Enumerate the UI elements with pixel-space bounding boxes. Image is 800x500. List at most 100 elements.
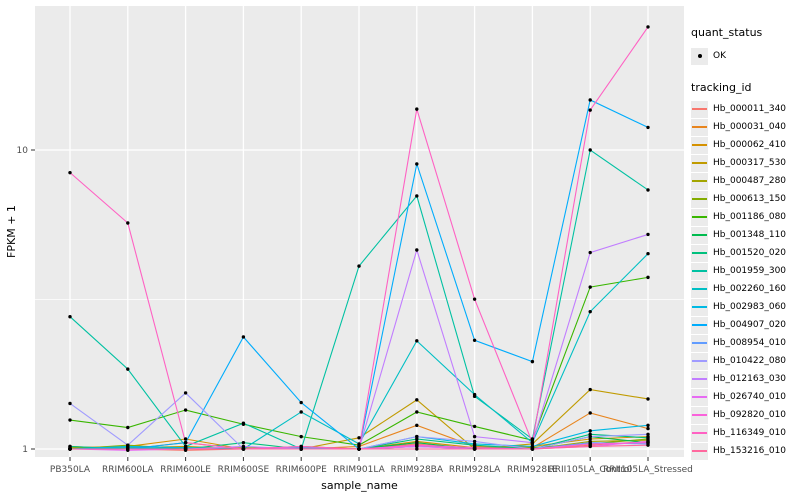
data-point <box>646 432 650 436</box>
legend-key-swatch <box>691 100 708 118</box>
data-point <box>68 170 72 175</box>
legend-line-icon <box>692 108 707 110</box>
data-point <box>472 338 477 342</box>
data-point <box>415 443 419 447</box>
data-point <box>472 439 477 444</box>
legend-title-tracking-id: tracking_id <box>691 81 752 94</box>
x-tick-label: RRIM600LE <box>160 465 211 475</box>
data-point <box>588 411 592 415</box>
data-point <box>183 437 188 441</box>
data-point <box>646 188 650 192</box>
data-point <box>241 335 246 339</box>
x-tick-label: RRII105LA_Control <box>548 465 631 475</box>
legend-entry: Hb_008954_010 <box>691 334 799 352</box>
legend-entry: Hb_001186_080 <box>691 208 799 226</box>
legend-line-icon <box>692 450 707 452</box>
legend-key-swatch <box>691 244 708 262</box>
legend-label: Hb_004907_020 <box>713 320 787 330</box>
data-point <box>588 432 592 436</box>
legend-key-swatch <box>691 424 708 442</box>
legend-key-swatch <box>691 334 708 352</box>
legend-label: Hb_000613_150 <box>713 194 787 204</box>
data-point <box>588 434 592 439</box>
x-tick-label: PB350LA <box>50 465 91 475</box>
legend-entry: Hb_000317_530 <box>691 154 799 172</box>
data-point <box>68 447 72 451</box>
data-point <box>415 434 419 439</box>
legend-line-icon <box>692 414 707 416</box>
data-point <box>299 444 303 449</box>
x-axis-title: sample_name <box>321 479 398 492</box>
data-point <box>588 108 592 112</box>
legend-line-icon <box>692 324 707 326</box>
data-point <box>472 297 477 301</box>
data-point <box>68 401 72 406</box>
legend-line-icon <box>692 378 707 380</box>
legend-label: Hb_001520_020 <box>713 248 787 258</box>
data-point <box>588 285 592 289</box>
legend-key-swatch <box>691 172 708 190</box>
legend-entry: Hb_153216_010 <box>691 442 799 460</box>
legend-line-icon <box>692 162 707 164</box>
y-tick-label: 10 <box>17 146 29 156</box>
legend-line-icon <box>692 396 707 398</box>
data-point <box>588 148 592 152</box>
data-point <box>646 275 650 280</box>
x-tick-label: RRIM600SE <box>218 465 270 475</box>
data-point <box>588 429 592 433</box>
data-point <box>126 447 130 451</box>
data-point <box>415 447 419 451</box>
data-point <box>126 443 130 447</box>
y-axis-title: FPKM + 1 <box>5 205 18 258</box>
legend-key-swatch <box>691 208 708 226</box>
data-point <box>415 248 419 252</box>
x-tick-label: RRIM928LA <box>449 465 501 475</box>
data-point <box>415 194 419 198</box>
legend-entry: Hb_002260_160 <box>691 280 799 298</box>
legend-line-icon <box>692 342 707 344</box>
data-point <box>530 437 535 441</box>
data-point <box>183 440 188 445</box>
legend-key-swatch <box>691 316 708 334</box>
y-tick-label: 1 <box>22 445 28 455</box>
legend-entry: Hb_092820_010 <box>691 406 799 424</box>
legend-line-icon <box>692 180 707 182</box>
legend-title-quant-status: quant_status <box>691 26 763 39</box>
legend-key-swatch <box>691 190 708 208</box>
data-point <box>415 437 419 441</box>
legend-entry: Hb_000031_040 <box>691 118 799 136</box>
data-point <box>646 25 650 29</box>
data-point <box>126 221 130 225</box>
legend-key-ok <box>691 47 708 65</box>
legend-label: Hb_001186_080 <box>713 212 787 222</box>
data-point <box>183 447 188 451</box>
legend-line-icon <box>692 252 707 254</box>
legend-key-swatch <box>691 262 708 280</box>
data-point <box>472 392 477 397</box>
legend-entries: Hb_000011_340 Hb_000031_040 Hb_000062_410 H… <box>691 100 799 460</box>
legend-label: Hb_002260_160 <box>713 284 787 294</box>
data-point <box>299 410 303 414</box>
data-point <box>299 434 303 439</box>
data-point <box>530 447 535 451</box>
data-point <box>415 423 419 428</box>
legend-key-swatch <box>691 154 708 172</box>
legend-entry: Hb_116349_010 <box>691 424 799 442</box>
data-point <box>415 339 419 343</box>
legend-label: Hb_002983_060 <box>713 302 787 312</box>
legend-key-swatch <box>691 298 708 316</box>
data-point <box>241 440 246 445</box>
data-point <box>646 443 650 447</box>
legend-label: Hb_010422_080 <box>713 356 787 366</box>
legend-panel: quant_status OK tracking_id Hb_000011_34… <box>691 26 799 460</box>
data-point <box>357 264 361 268</box>
data-point <box>646 397 650 401</box>
data-point <box>126 425 130 430</box>
legend-label: Hb_000011_340 <box>713 104 787 114</box>
data-point <box>299 400 303 405</box>
data-point <box>588 387 592 392</box>
x-tick-label: RRIM600PE <box>276 465 328 475</box>
data-point <box>530 359 535 364</box>
data-point <box>588 309 592 314</box>
